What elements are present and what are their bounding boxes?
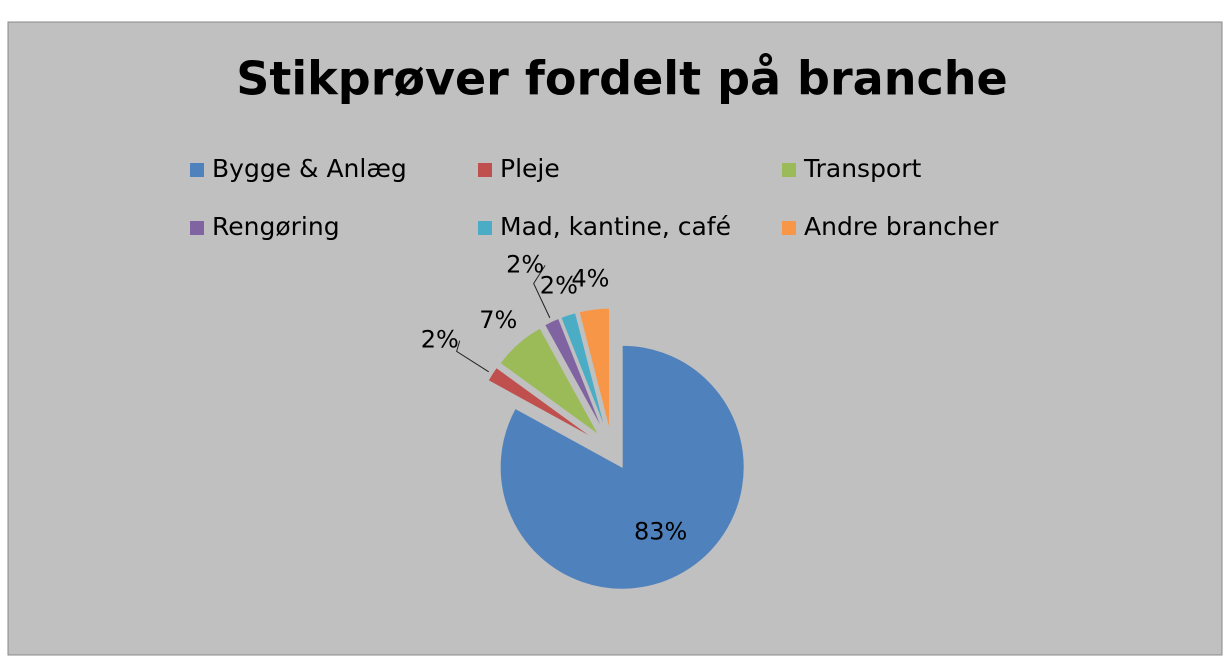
legend: Bygge & Anlæg Pleje Transport Rengøring Mad,…: [190, 154, 999, 241]
pie-slice: [560, 312, 607, 432]
pie-slice: [578, 307, 610, 431]
data-label: 2%: [506, 250, 544, 278]
legend-label: Andre brancher: [804, 212, 999, 241]
leader-line: [456, 340, 489, 373]
legend-swatch: [782, 221, 796, 235]
leader-line: [533, 265, 551, 319]
chart-title: Stikprøver fordelt på branche: [236, 52, 1007, 106]
legend-swatch: [190, 163, 204, 177]
legend-label: Bygge & Anlæg: [212, 154, 407, 183]
legend-label: Mad, kantine, café: [500, 212, 731, 241]
legend-label: Transport: [803, 154, 922, 183]
data-label: 2%: [540, 271, 578, 299]
pie-slice: [499, 344, 745, 590]
legend-swatch: [478, 163, 492, 177]
legend-swatch: [190, 221, 204, 235]
legend-swatch: [782, 163, 796, 177]
data-label: 83%: [634, 517, 687, 545]
data-label: 4%: [571, 264, 609, 292]
data-label: 2%: [421, 326, 459, 354]
data-label: 7%: [479, 306, 517, 334]
pie: 83%2%7%2%2%4%: [421, 250, 745, 590]
legend-label: Rengøring: [212, 212, 340, 241]
legend-label: Pleje: [500, 154, 560, 183]
pie-slice: [487, 366, 596, 440]
legend-swatch: [478, 221, 492, 235]
pie-slice: [544, 317, 604, 433]
pie-slice: [499, 327, 600, 436]
